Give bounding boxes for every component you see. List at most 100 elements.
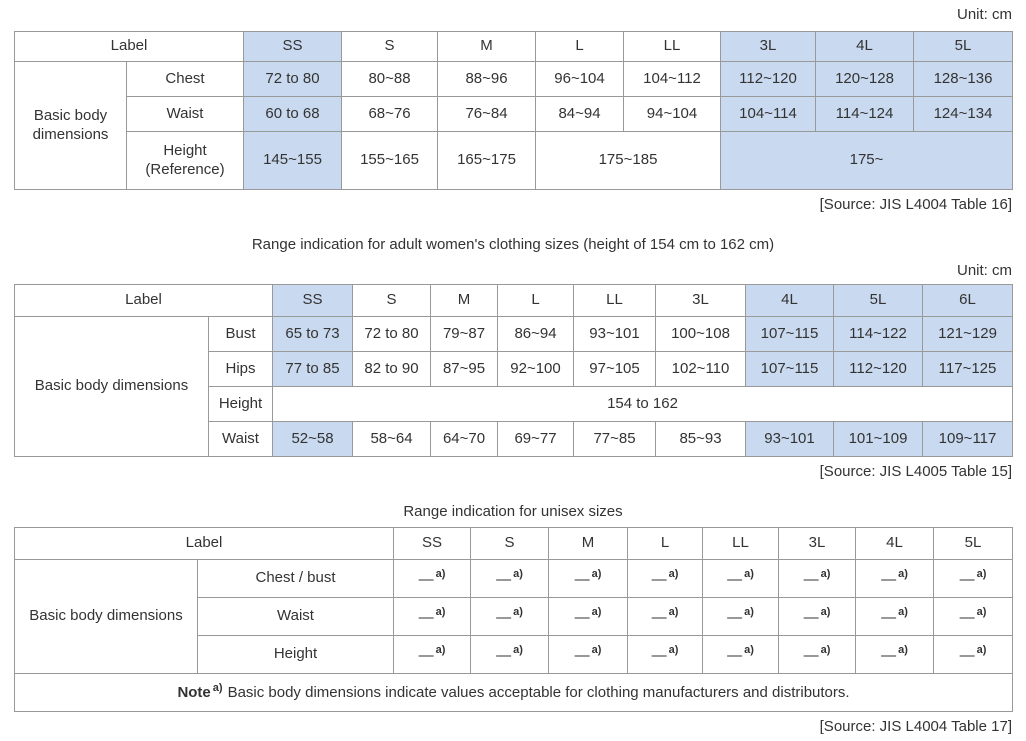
- value-cell: 64~70: [430, 421, 499, 457]
- label-header-cell: Label: [13, 284, 274, 317]
- value-cell: 60 to 68: [243, 96, 343, 132]
- dash-footnote-cell: — a): [548, 635, 629, 674]
- table2-bust-row: Basic body dimensions Bust 65 to 73 72 t…: [14, 316, 1014, 457]
- dash-footnote-cell: — a): [855, 597, 935, 636]
- size-header-cell: 3L: [720, 31, 817, 62]
- size-header-cell: LL: [573, 284, 657, 317]
- em-dash: —: [881, 571, 897, 589]
- size-header-cell: 5L: [833, 284, 924, 317]
- footnote-marker: a): [744, 644, 754, 657]
- footnote-marker: a): [513, 606, 523, 619]
- row-label-cell: Waist: [207, 421, 274, 457]
- footnote-marker: a): [820, 606, 831, 619]
- value-cell: 101~109: [833, 421, 924, 457]
- table1-waist-row: Waist 60 to 68 68~76 76~84 84~94 94~104 …: [15, 96, 1014, 132]
- em-dash: —: [727, 647, 743, 665]
- footnote-marker: a): [898, 568, 908, 581]
- note-label: Note: [177, 684, 211, 702]
- em-dash: —: [803, 609, 819, 627]
- table-adult-sizes: Label SS S M L LL 3L 4L 5L Basic body di…: [13, 31, 1014, 190]
- footnote-marker: a): [820, 644, 831, 657]
- value-cell: 112~120: [720, 61, 817, 97]
- value-cell: 93~101: [745, 421, 835, 457]
- value-cell: 96~104: [535, 61, 625, 97]
- em-dash: —: [959, 609, 975, 627]
- em-dash: —: [418, 609, 434, 627]
- table3-title: Range indication for unisex sizes: [403, 503, 623, 520]
- size-header-cell: S: [470, 527, 550, 560]
- table3-note-row: Note a) Basic body dimensions indicate val…: [13, 673, 1014, 712]
- row-label-cell: Chest: [125, 61, 245, 97]
- table1-chest-row: Basic body dimensions Chest 72 to 80 80~…: [14, 61, 1014, 190]
- dash-footnote-cell: — a): [778, 597, 857, 636]
- footnote-marker: a): [435, 568, 446, 581]
- label-header-cell: Label: [13, 527, 395, 560]
- em-dash: —: [496, 609, 512, 627]
- footnote-marker: a): [668, 606, 679, 619]
- size-header-cell: LL: [623, 31, 722, 62]
- table2-header-row: Label SS S M L LL 3L 4L 5L 6L: [13, 284, 1014, 317]
- footnote-marker: a): [898, 606, 908, 619]
- value-cell: 145~155: [243, 131, 343, 190]
- em-dash: —: [881, 647, 897, 665]
- em-dash: —: [803, 571, 819, 589]
- size-header-cell: 4L: [815, 31, 915, 62]
- size-header-cell: M: [437, 31, 537, 62]
- value-cell: 68~76: [341, 96, 439, 132]
- footnote-marker: a): [668, 568, 679, 581]
- size-header-cell: 6L: [922, 284, 1014, 317]
- em-dash: —: [959, 647, 975, 665]
- row-label-cell: Hips: [207, 351, 274, 387]
- row-label-cell: Height: [207, 386, 274, 422]
- em-dash: —: [959, 571, 975, 589]
- value-cell: 94~104: [623, 96, 722, 132]
- value-cell: 154 to 162: [272, 386, 1014, 422]
- value-cell: 76~84: [437, 96, 537, 132]
- dash-footnote-cell: — a): [470, 597, 550, 636]
- row-group-cell: Basic body dimensions: [14, 316, 209, 457]
- table2-title: Range indication for adult women's cloth…: [251, 236, 775, 253]
- em-dash: —: [496, 571, 512, 589]
- value-cell: 120~128: [815, 61, 915, 97]
- value-cell: 92~100: [497, 351, 575, 387]
- footnote-marker: a): [591, 606, 602, 619]
- table1-header-row: Label SS S M L LL 3L 4L 5L: [13, 31, 1014, 62]
- dash-footnote-cell: — a): [933, 635, 1014, 674]
- table-unisex-sizes: Label SS S M L LL 3L 4L 5L Basic body di…: [13, 527, 1014, 712]
- value-cell: 114~122: [833, 316, 924, 352]
- dash-footnote-cell: — a): [778, 559, 857, 598]
- row-group-cell: Basic body dimensions: [14, 559, 198, 674]
- em-dash: —: [496, 647, 512, 665]
- value-cell: 102~110: [655, 351, 747, 387]
- dash-footnote-cell: — a): [393, 559, 472, 598]
- em-dash: —: [651, 647, 667, 665]
- row-label-cell: Height (Reference): [125, 131, 245, 190]
- table2-height-row: Height 154 to 162: [15, 386, 1014, 422]
- label-header-cell: Label: [13, 31, 245, 62]
- size-header-cell: S: [341, 31, 439, 62]
- footnote-marker: a): [435, 606, 446, 619]
- value-cell: 86~94: [497, 316, 575, 352]
- footnote-marker: a): [976, 568, 987, 581]
- note-text: Basic body dimensions indicate values ac…: [227, 684, 850, 702]
- dash-footnote-cell: — a): [933, 559, 1014, 598]
- value-cell: 87~95: [430, 351, 499, 387]
- em-dash: —: [727, 609, 743, 627]
- size-header-cell: SS: [272, 284, 354, 317]
- value-cell: 109~117: [922, 421, 1014, 457]
- size-header-cell: SS: [243, 31, 343, 62]
- note-cell: Note a) Basic body dimensions indicate val…: [13, 673, 1014, 712]
- value-cell: 85~93: [655, 421, 747, 457]
- value-cell: 104~112: [623, 61, 722, 97]
- size-header-cell: SS: [393, 527, 472, 560]
- footnote-marker: a): [591, 644, 602, 657]
- value-cell: 93~101: [573, 316, 657, 352]
- table3-header-row: Label SS S M L LL 3L 4L 5L: [13, 527, 1014, 560]
- em-dash: —: [803, 647, 819, 665]
- row-label-cell: Bust: [207, 316, 274, 352]
- value-cell: 97~105: [573, 351, 657, 387]
- footnote-marker: a): [212, 682, 223, 695]
- value-cell: 84~94: [535, 96, 625, 132]
- unit-label-table1: Unit: cm: [956, 6, 1012, 23]
